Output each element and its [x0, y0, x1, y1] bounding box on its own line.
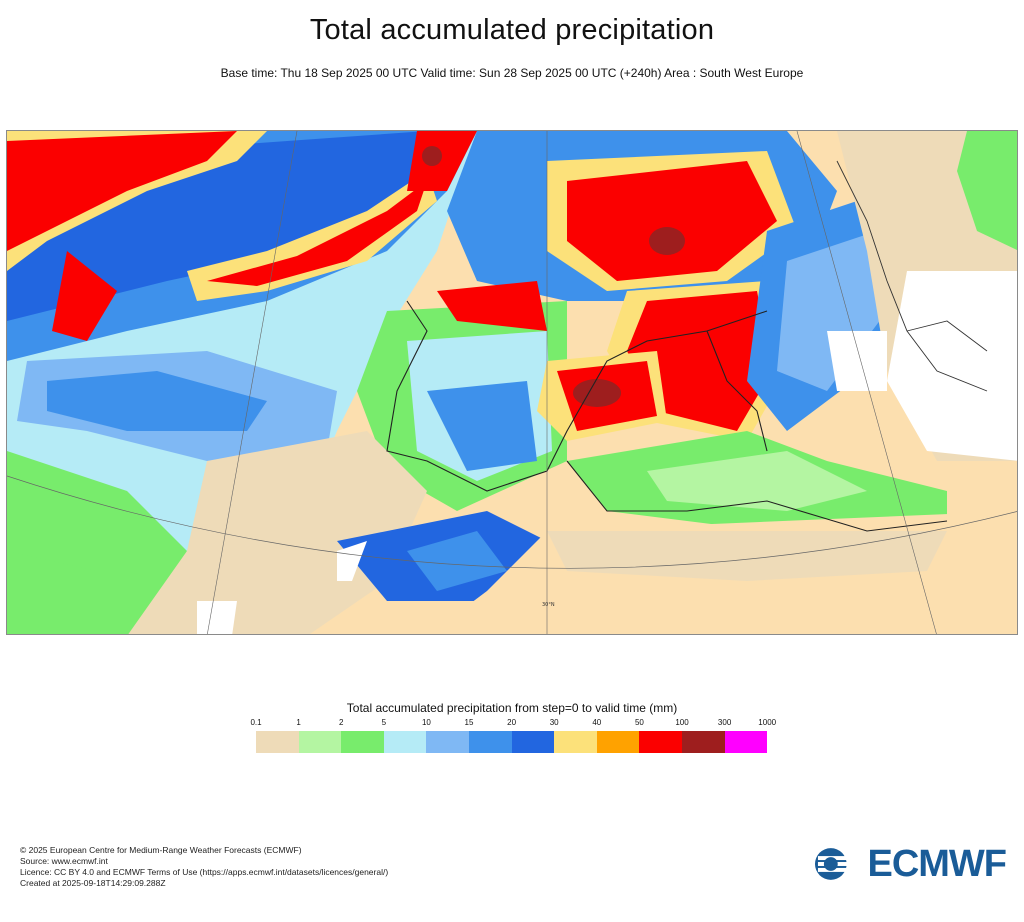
legend-tick-label: 10 — [421, 718, 431, 727]
legend-tick-label: 30 — [549, 718, 559, 727]
legend-swatch — [724, 731, 768, 753]
legend-tick-label: 0.1 — [250, 718, 262, 727]
legend-swatch — [639, 731, 682, 753]
ecmwf-logo-text: ECMWF — [867, 843, 1007, 885]
legend-tick-label: 5 — [381, 718, 387, 727]
legend-swatch — [596, 731, 640, 753]
legend-swatch — [554, 731, 597, 753]
legend-swatch — [298, 731, 342, 753]
footer-credits: © 2025 European Centre for Medium-Range … — [20, 845, 388, 889]
legend-tick-label: 15 — [464, 718, 474, 727]
ecmwf-logo: ECMWF — [814, 843, 1007, 885]
legend-tick-label: 100 — [675, 718, 689, 727]
legend-color-bar — [256, 731, 768, 753]
legend-tick-label: 2 — [338, 718, 344, 727]
ecmwf-logo-icon — [814, 848, 858, 880]
legend-title: Total accumulated precipitation from ste… — [346, 701, 678, 715]
legend-swatch — [426, 731, 469, 753]
legend-swatch — [341, 731, 384, 753]
legend-tick-label: 1000 — [758, 718, 777, 727]
footer-line: Source: www.ecmwf.int — [20, 856, 108, 866]
page-title: Total accumulated precipitation — [309, 14, 715, 46]
footer-line: Licence: CC BY 4.0 and ECMWF Terms of Us… — [20, 867, 389, 877]
legend-swatch — [681, 731, 725, 753]
legend-tick-label: 20 — [507, 718, 517, 727]
legend-tick-label: 40 — [592, 718, 602, 727]
page-subtitle: Base time: Thu 18 Sep 2025 00 UTC Valid … — [220, 66, 804, 80]
footer-line: Created at 2025-09-18T14:29:09.288Z — [20, 878, 166, 888]
footer-line: © 2025 European Centre for Medium-Range … — [20, 845, 302, 855]
legend-ticks: 0.1 1 2 5 10 15 20 30 40 50 100 300 1000 — [0, 718, 1024, 730]
legend-tick-label: 1 — [296, 718, 301, 727]
legend-swatch — [383, 731, 427, 753]
legend-swatch — [511, 731, 555, 753]
precipitation-map: 30°N — [6, 130, 1018, 635]
legend-tick-label: 50 — [634, 718, 644, 727]
legend-swatch — [256, 731, 299, 753]
legend-tick-label: 300 — [717, 718, 732, 727]
legend-swatch — [468, 731, 512, 753]
latitude-label: 30°N — [542, 602, 555, 608]
